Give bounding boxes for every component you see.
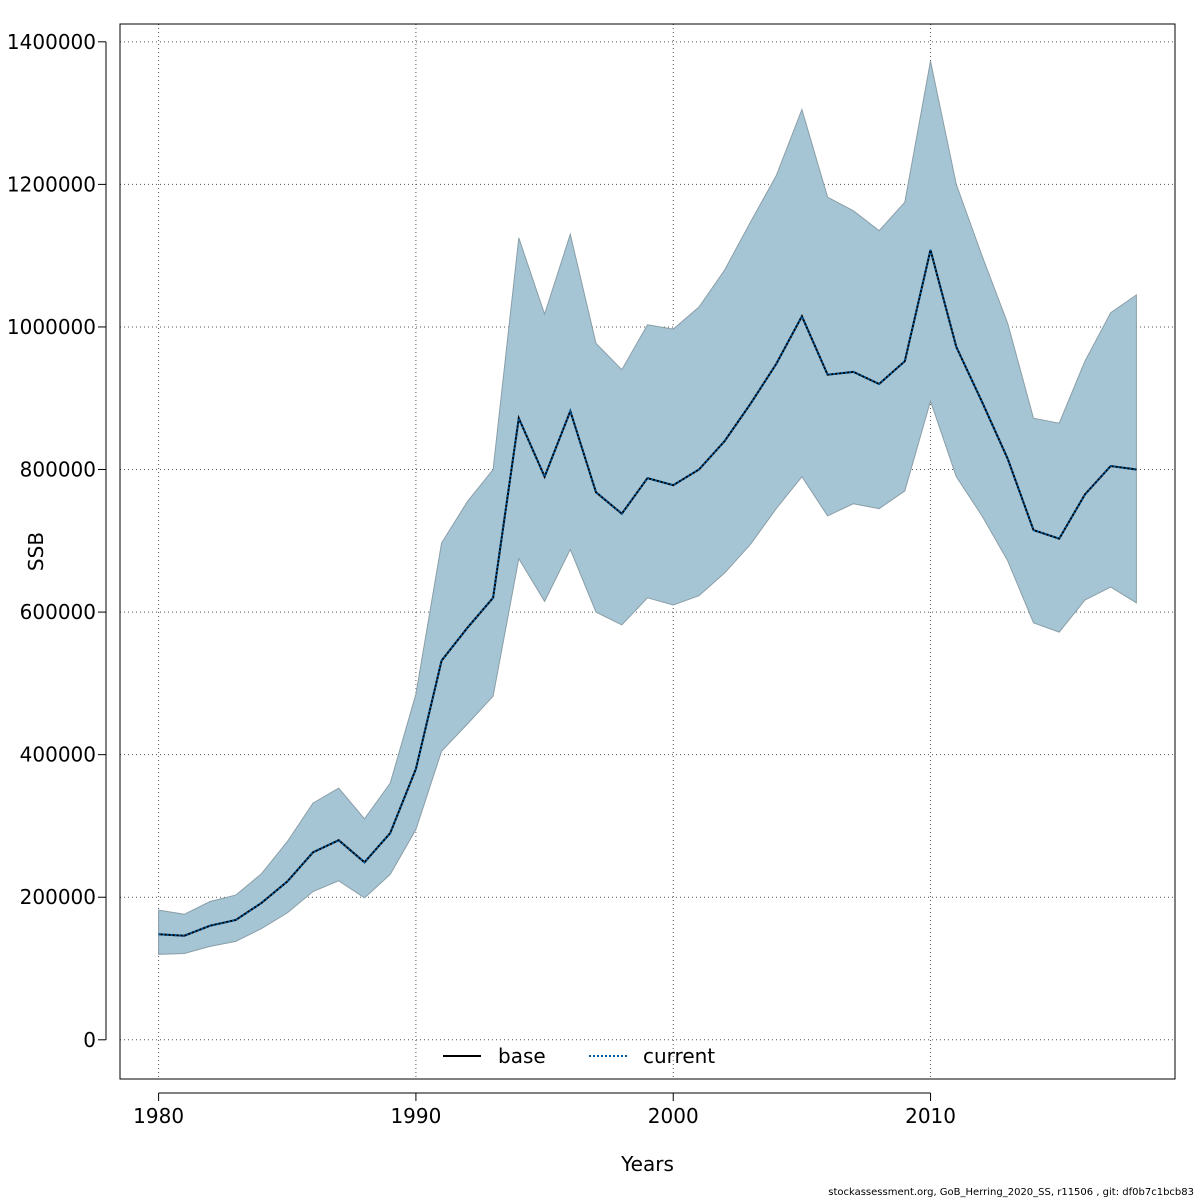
y-tick-label: 200000 — [20, 885, 96, 909]
y-tick-label: 0 — [83, 1028, 96, 1052]
x-tick-label: 1980 — [133, 1104, 184, 1128]
x-axis-label: Years — [620, 1152, 674, 1176]
x-tick-label: 2000 — [648, 1104, 699, 1128]
plot-frame — [119, 23, 1176, 1080]
series-line-current — [158, 249, 1137, 937]
y-tick-label: 1400000 — [7, 30, 96, 54]
legend-label-current: current — [643, 1044, 715, 1068]
legend-label-base: base — [498, 1044, 546, 1068]
y-axis-label: SSB — [24, 532, 48, 571]
legend: base current — [443, 1044, 715, 1068]
confidence-band — [158, 60, 1137, 955]
x-axis: 1980 1990 2000 2010 — [133, 1092, 956, 1128]
y-tick-label: 600000 — [20, 600, 96, 624]
x-tick-label: 1990 — [390, 1104, 441, 1128]
x-tick-label: 2010 — [905, 1104, 956, 1128]
y-tick-label: 1000000 — [7, 315, 96, 339]
footer-credit: stockassessment.org, GoB_Herring_2020_SS… — [828, 1187, 1194, 1198]
y-tick-label: 800000 — [20, 458, 96, 482]
y-tick-label: 1200000 — [7, 172, 96, 196]
y-axis: 0 200000 400000 600000 800000 1000000 1200000 1… — [7, 30, 107, 1052]
y-tick-label: 400000 — [20, 743, 96, 767]
